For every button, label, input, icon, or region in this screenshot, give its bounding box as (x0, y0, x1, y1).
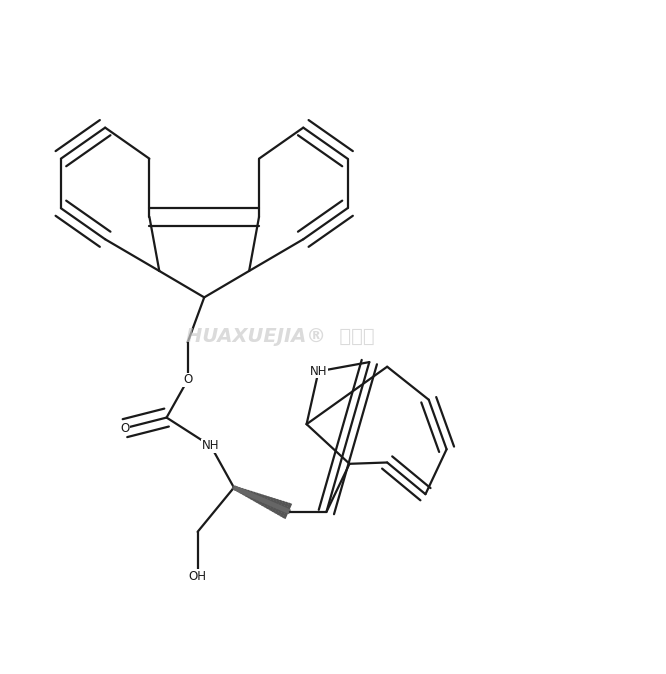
Text: O: O (183, 373, 192, 386)
Text: O: O (121, 422, 130, 435)
Text: OH: OH (188, 570, 206, 582)
Text: NH: NH (202, 439, 220, 452)
Text: HUAXUEJIA®  化学加: HUAXUEJIA® 化学加 (186, 328, 374, 346)
Text: NH: NH (310, 365, 327, 378)
